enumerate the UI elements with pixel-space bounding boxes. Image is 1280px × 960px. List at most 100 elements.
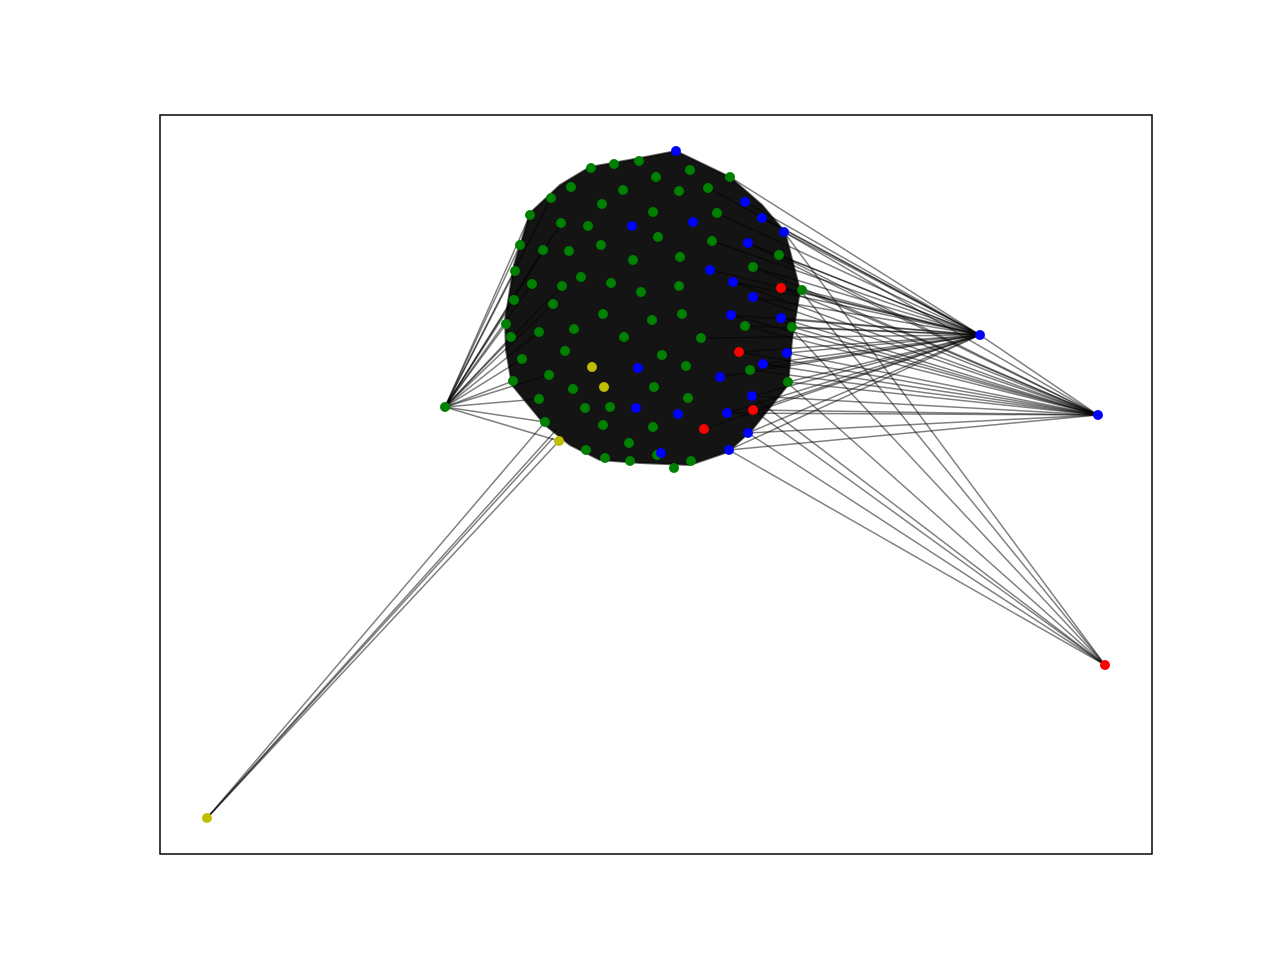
node [651,172,661,182]
edge [206,429,557,819]
node [634,156,644,166]
node [636,287,646,297]
edge [799,289,1106,666]
edge [801,289,1099,416]
node [748,405,758,415]
edge [728,414,1099,451]
node [715,372,725,382]
node [740,197,750,207]
node [787,322,797,332]
edge [728,449,1106,666]
node [597,199,607,209]
node [556,218,566,228]
edge [728,334,981,451]
node [598,420,608,430]
node [758,359,768,369]
node [581,445,591,455]
node [677,309,687,319]
node [618,185,628,195]
node [506,332,516,342]
node [534,394,544,404]
node [569,324,579,334]
node [605,402,615,412]
edge [762,363,1099,416]
node [566,182,576,192]
node [600,453,610,463]
node [705,265,715,275]
node [779,227,789,237]
node [1093,410,1103,420]
node [696,333,706,343]
node [598,309,608,319]
edge [206,421,546,819]
edge [752,409,1099,416]
edge [752,409,1106,666]
node [699,424,709,434]
node [525,210,535,220]
node [757,213,767,223]
node [538,245,548,255]
node [649,382,659,392]
edge [444,398,540,408]
node [440,402,450,412]
node [624,438,634,448]
node [560,346,570,356]
node [797,285,807,295]
node [681,361,691,371]
node [599,382,609,392]
node [554,436,564,446]
edge [783,231,1106,666]
node [596,240,606,250]
edge [444,270,516,408]
node [653,232,663,242]
edge [780,317,1106,666]
node [540,417,550,427]
edge [751,395,1106,666]
node [501,319,511,329]
edge [787,381,1099,416]
nodes [202,146,1110,823]
node [628,255,638,265]
node [782,348,792,358]
node [688,217,698,227]
node [619,332,629,342]
node [657,350,667,360]
edge [444,406,546,423]
node [712,208,722,218]
node [647,315,657,325]
node [776,283,786,293]
edge [444,244,521,408]
node [728,277,738,287]
node [783,377,793,387]
edge [751,395,1099,416]
node [527,279,537,289]
node [685,165,695,175]
node [515,240,525,250]
node [703,183,713,193]
node [707,236,717,246]
node [683,393,693,403]
node [975,330,985,340]
node [202,813,212,823]
edge [206,440,560,819]
node [557,281,567,291]
node [725,172,735,182]
node [774,250,784,260]
edge [444,380,514,408]
node [673,409,683,419]
node [609,159,619,169]
node [580,403,590,413]
node [568,384,578,394]
edge [729,176,981,336]
node [517,354,527,364]
edge [747,242,1099,416]
edge [749,369,1099,416]
node [576,272,586,282]
node [722,408,732,418]
node [631,403,641,413]
edge [786,352,1099,416]
node [776,313,786,323]
edge [780,287,1099,416]
node [586,163,596,173]
